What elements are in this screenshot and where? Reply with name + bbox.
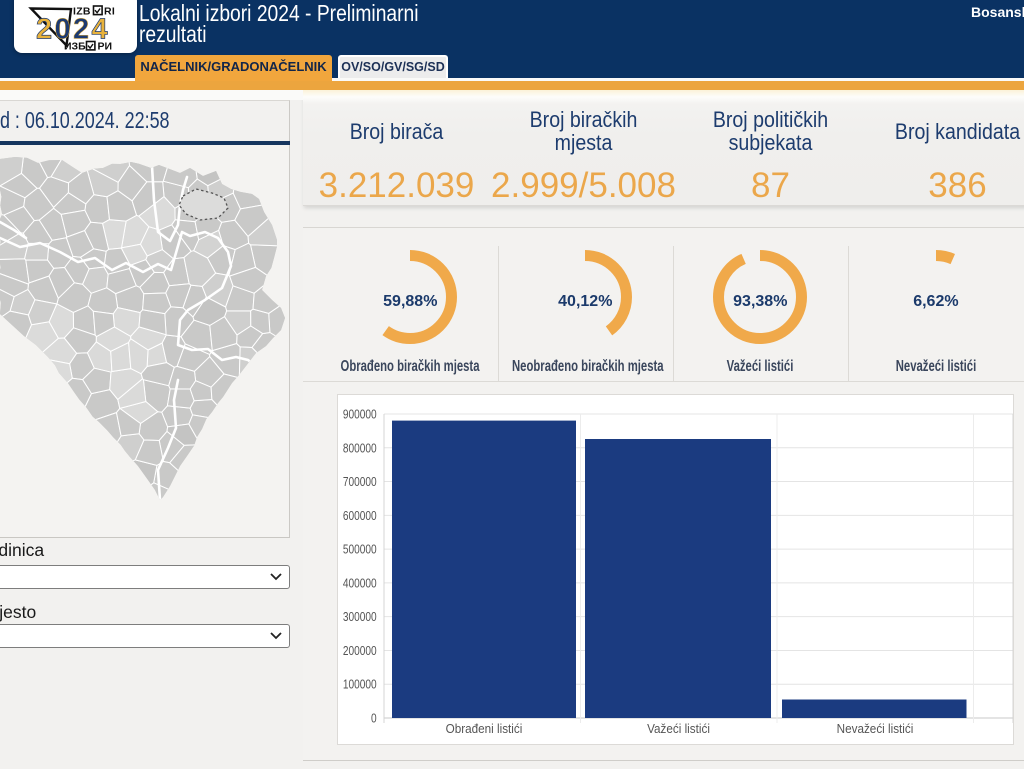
svg-text:900000: 900000	[343, 407, 377, 421]
svg-text:2: 2	[36, 14, 52, 46]
svg-text:700000: 700000	[343, 475, 377, 489]
svg-text:600000: 600000	[343, 509, 377, 523]
svg-text:0: 0	[55, 14, 71, 46]
svg-text:200000: 200000	[343, 644, 377, 658]
svg-text:RI: RI	[104, 6, 115, 18]
svg-text:300000: 300000	[343, 610, 377, 624]
svg-text:400000: 400000	[343, 576, 377, 590]
svg-text:Obrađeni listići: Obrađeni listići	[446, 721, 523, 736]
svg-text:2: 2	[73, 14, 89, 46]
svg-text:4: 4	[92, 14, 108, 46]
svg-text:Nevažeći listići: Nevažeći listići	[837, 721, 914, 736]
svg-text:500000: 500000	[343, 542, 377, 556]
svg-text:800000: 800000	[343, 441, 377, 455]
svg-text:РИ: РИ	[98, 41, 113, 53]
svg-text:0: 0	[371, 711, 377, 725]
svg-text:ИЗБ: ИЗБ	[64, 41, 86, 53]
svg-text:Važeći listići: Važeći listići	[647, 721, 710, 736]
svg-text:IZB: IZB	[73, 6, 91, 18]
svg-text:100000: 100000	[343, 678, 377, 692]
